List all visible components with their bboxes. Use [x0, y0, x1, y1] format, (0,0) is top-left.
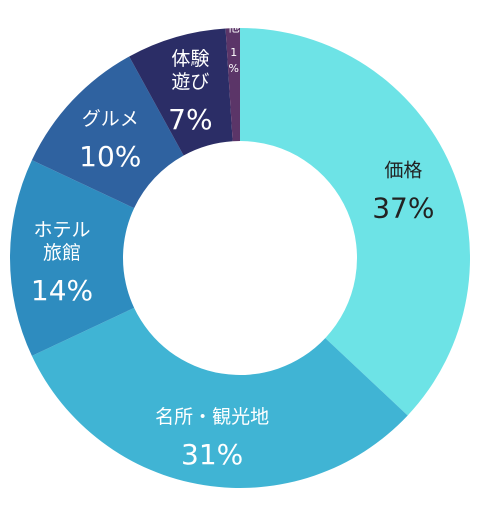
value-label: 10%	[79, 140, 141, 173]
donut-slice	[225, 28, 240, 142]
category-label: 名所・観光地	[155, 405, 269, 427]
category-label: グルメ	[82, 108, 139, 130]
value-label: 31%	[181, 438, 243, 471]
value-label: 7%	[168, 103, 212, 136]
donut-slice	[31, 307, 408, 488]
category-label: 体験遊び	[171, 48, 209, 93]
value-label: 1%	[228, 46, 238, 75]
value-label: 37%	[372, 191, 434, 224]
value-label: 14%	[31, 274, 93, 307]
category-label: ホテル旅館	[33, 219, 90, 264]
donut-slice	[10, 160, 135, 356]
category-label: 他	[228, 21, 240, 35]
donut-slice	[240, 28, 470, 416]
donut-slice	[31, 56, 184, 209]
category-label: 価格	[384, 159, 422, 181]
donut-slice	[129, 28, 233, 156]
